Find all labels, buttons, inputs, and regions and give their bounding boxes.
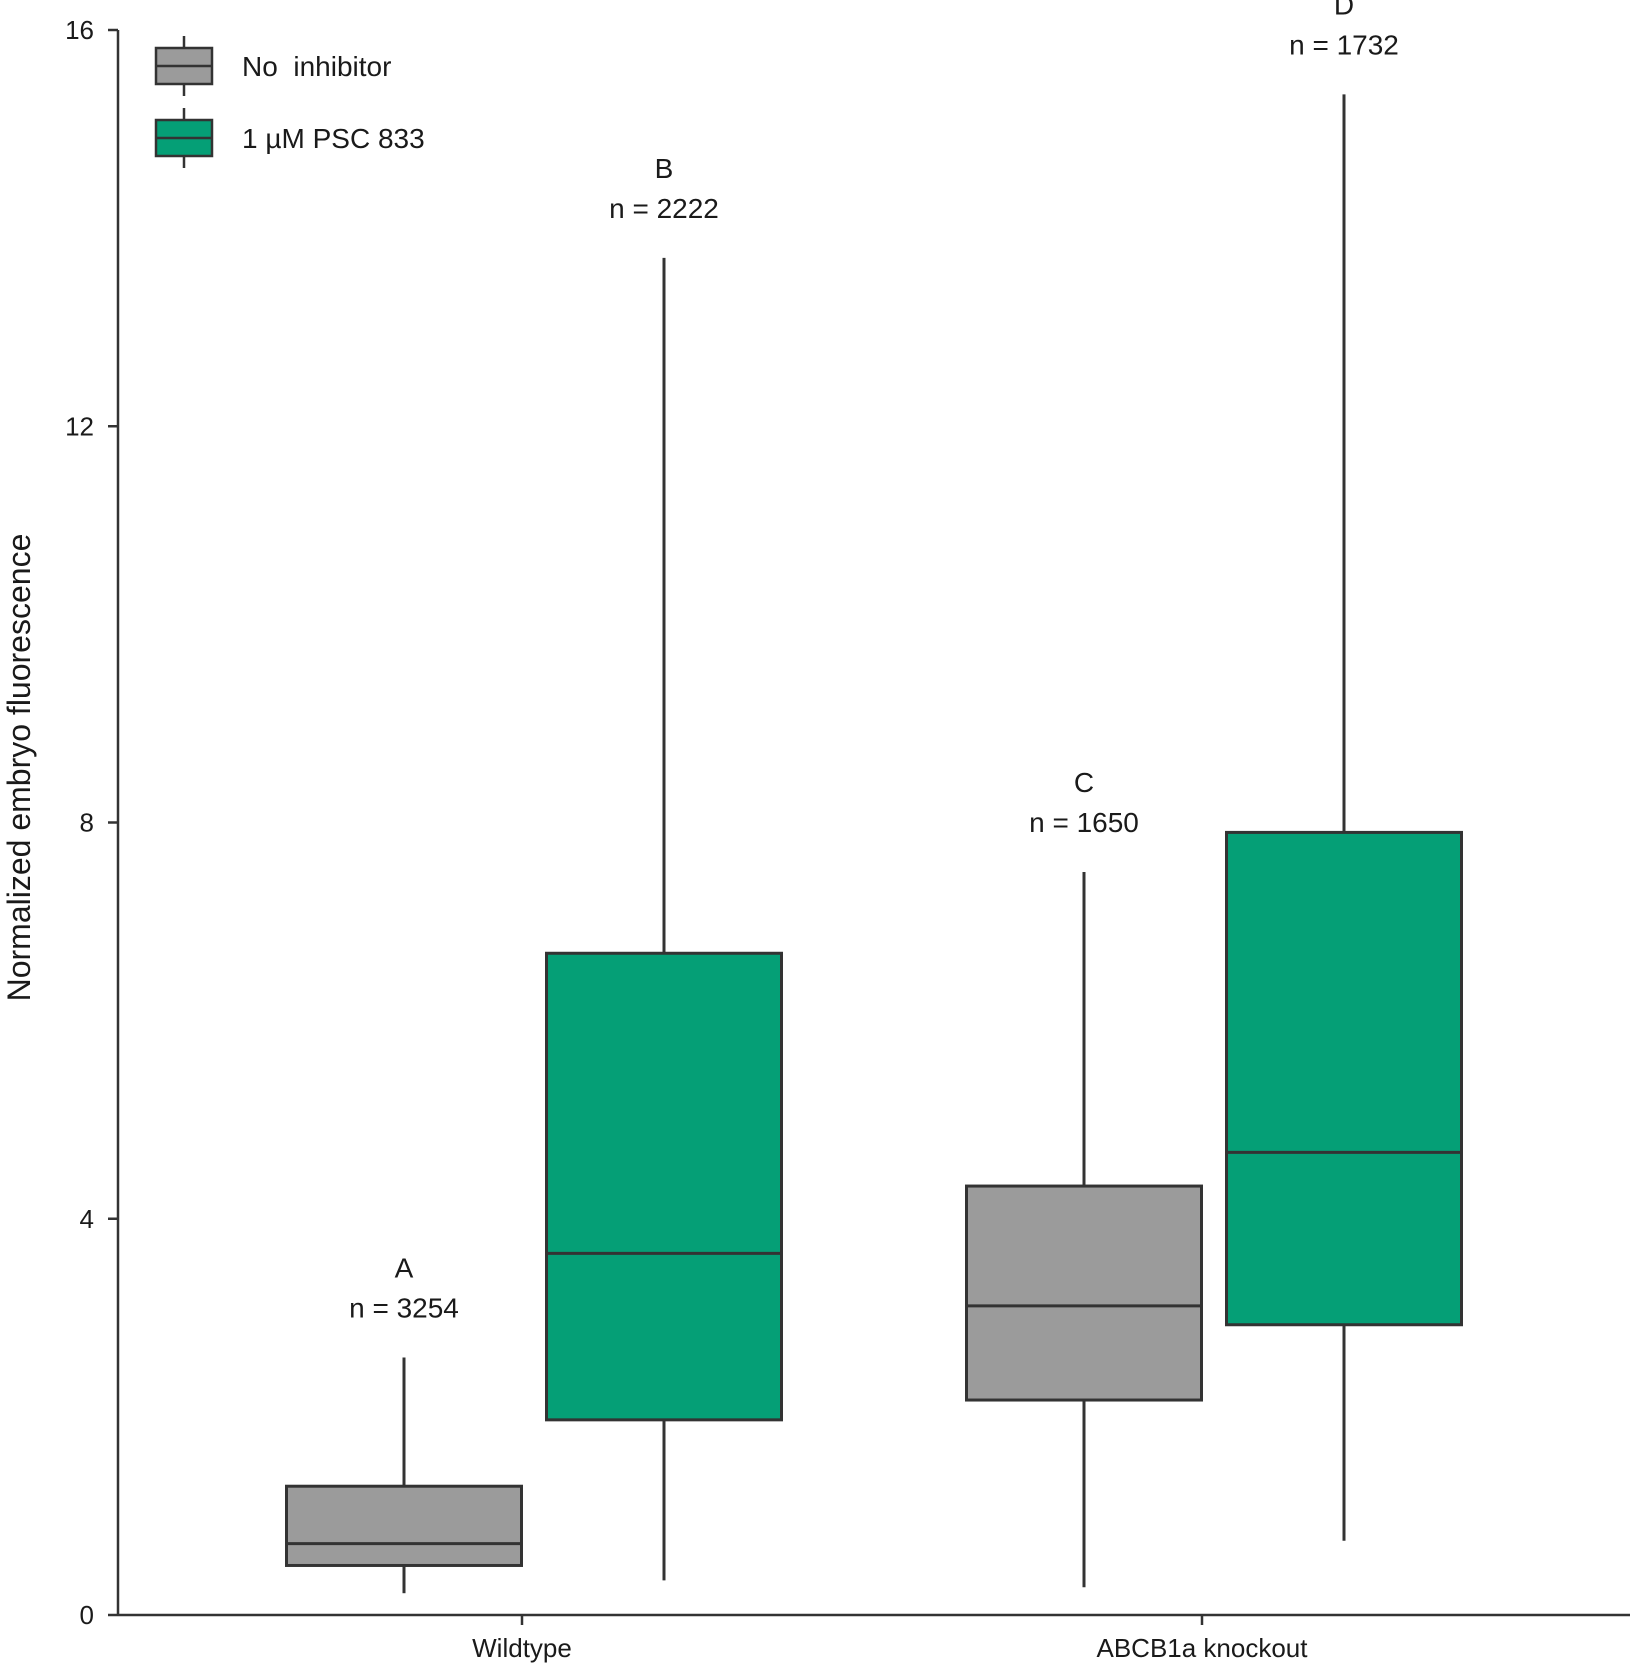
y-tick-label: 8 [80,808,94,838]
group-letter: A [395,1252,414,1283]
box [285,1357,523,1594]
box-body [545,951,783,1422]
sample-size-label: n = 2222 [609,193,719,224]
box [965,872,1203,1588]
y-axis-title: Normalized embryo fluorescence [1,534,37,1002]
axes: 0 4 8 12 16 Wildtype ABCB1a knockout Normalized… [1,15,1630,1663]
y-tick-label: 12 [65,411,94,441]
group-letter: D [1334,0,1354,20]
x-tick-label: Wildtype [472,1633,572,1663]
sample-size-label: n = 3254 [349,1292,459,1323]
y-tick-label: 0 [80,1600,94,1630]
legend: No inhibitor 1 µM PSC 833 [154,36,425,168]
sample-size-label: n = 1650 [1029,807,1139,838]
group-letter: C [1074,767,1094,798]
group-letter: B [655,153,674,184]
legend-label: 1 µM PSC 833 [242,123,425,154]
legend-item: 1 µM PSC 833 [154,108,425,168]
box-body [965,1184,1203,1402]
plot-area [285,94,1463,1594]
y-tick-label: 4 [80,1204,94,1234]
box [1225,94,1463,1541]
sample-size-label: n = 1732 [1289,29,1399,60]
legend-label: No inhibitor [242,51,391,82]
x-tick-label: ABCB1a knockout [1096,1633,1308,1663]
legend-item: No inhibitor [154,36,391,96]
box-body [1225,830,1463,1327]
box [545,257,783,1581]
box-body [285,1484,523,1567]
y-tick-label: 16 [65,15,94,45]
annotations: An = 3254 Bn = 2222 Cn = 1650 Dn = 1732 [349,0,1399,1323]
